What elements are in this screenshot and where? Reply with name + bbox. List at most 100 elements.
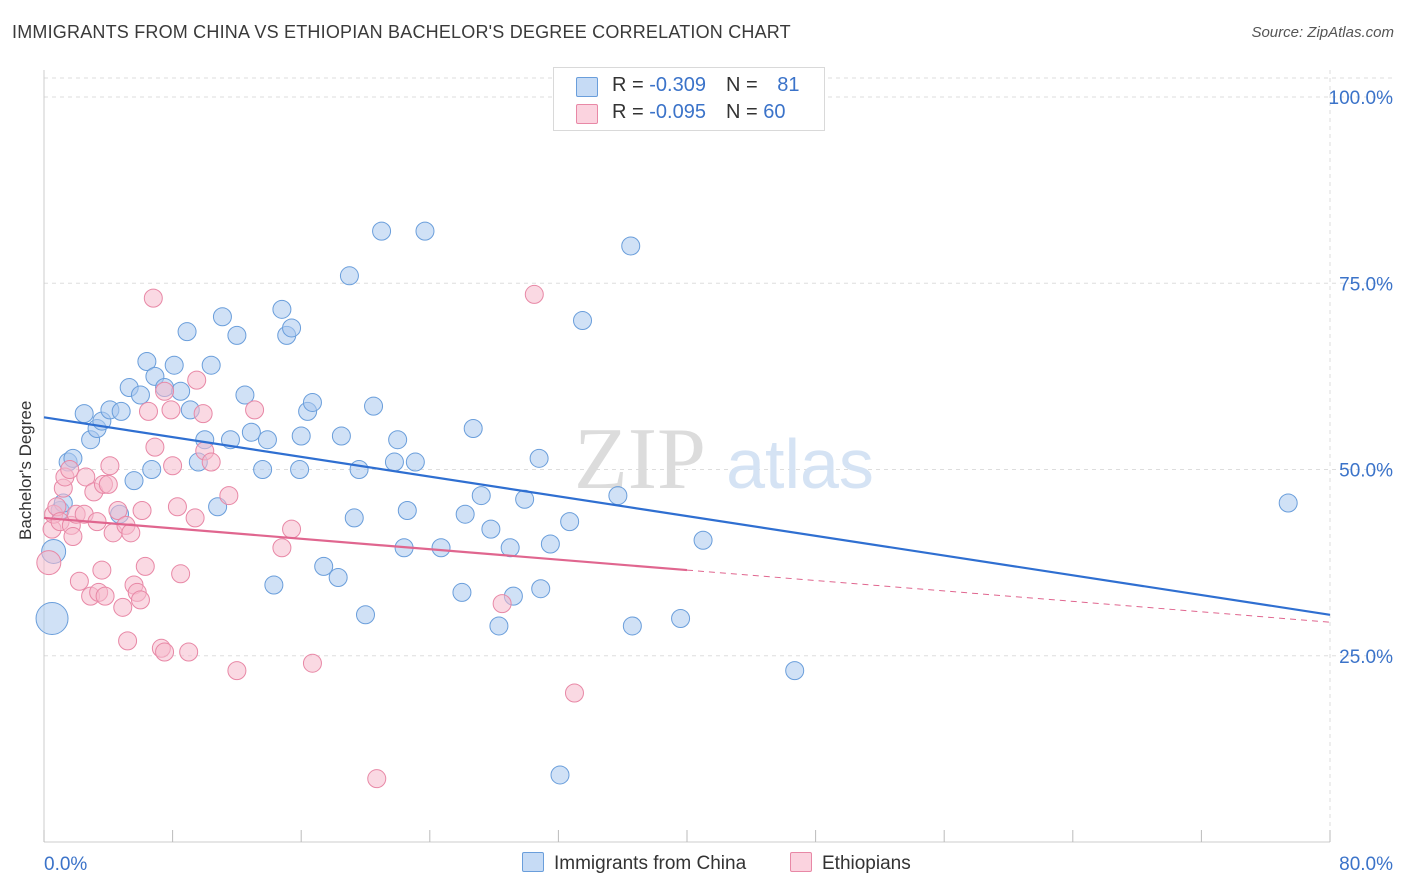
ethiopians-point xyxy=(145,437,165,457)
stats-legend: R = -0.309 N = 81 R = -0.095 N = 60 xyxy=(553,67,825,131)
ethiopians-point xyxy=(108,500,128,520)
china-point xyxy=(384,452,404,472)
china-point xyxy=(124,471,144,491)
china-point xyxy=(111,401,131,421)
china-point xyxy=(415,221,435,241)
ethiopians-swatch xyxy=(576,104,598,124)
china-point xyxy=(397,500,417,520)
china-point xyxy=(364,396,384,416)
ethiopians-point xyxy=(121,523,141,543)
ethiopians-point xyxy=(367,769,387,789)
ethiopians-point xyxy=(138,401,158,421)
china-point xyxy=(212,307,232,327)
watermark: ZIP atlas xyxy=(574,411,874,508)
china-point xyxy=(177,322,197,342)
ethiopians-point xyxy=(113,597,133,617)
ethiopians-point xyxy=(187,370,207,390)
china-point xyxy=(282,318,302,338)
china-point xyxy=(463,419,483,439)
china-point xyxy=(291,426,311,446)
ethiopians-point xyxy=(100,456,120,476)
ethiopians-point xyxy=(69,571,89,591)
ethiopians-point xyxy=(130,590,150,610)
ethiopians-point xyxy=(135,556,155,576)
china-point xyxy=(573,311,593,330)
china-point xyxy=(344,508,364,528)
ethiopians-trend-extension xyxy=(686,569,1331,623)
china-point xyxy=(349,460,369,479)
y-tick-label-100: 100.0% xyxy=(1329,88,1394,109)
trend-lines xyxy=(43,416,1331,623)
china-point xyxy=(35,602,69,635)
china-point xyxy=(608,486,628,506)
ethiopians-point xyxy=(132,500,152,520)
ethiopians-point xyxy=(155,642,175,662)
ethiopians-point xyxy=(95,586,115,606)
china-point xyxy=(130,385,150,405)
china-point xyxy=(431,538,451,558)
china-point xyxy=(621,236,641,256)
chart-title: IMMIGRANTS FROM CHINA VS ETHIOPIAN BACHE… xyxy=(12,22,791,42)
china-point xyxy=(253,460,273,479)
axes xyxy=(43,70,1331,843)
china-point xyxy=(560,512,580,532)
china-point xyxy=(74,404,94,424)
ethiopians-point xyxy=(302,653,322,673)
ethiopians-point xyxy=(219,486,239,506)
china-point xyxy=(405,452,425,472)
ethiopians-point xyxy=(155,381,175,401)
ethiopians-point xyxy=(36,550,62,576)
ethiopians-point xyxy=(179,642,199,662)
china-point xyxy=(550,765,570,785)
china-r-value: -0.309 xyxy=(649,74,706,96)
china-point xyxy=(500,538,520,558)
ethiopians-n-value: 60 xyxy=(763,101,786,123)
watermark-zip: ZIP xyxy=(574,411,706,508)
ethiopians-point xyxy=(185,508,205,528)
y-tick-label-75: 75.0% xyxy=(1339,274,1393,295)
china-point xyxy=(137,351,157,371)
ethiopians-point xyxy=(76,467,96,487)
chart-source: Source: ZipAtlas.com xyxy=(1251,24,1394,41)
ethiopians-point xyxy=(143,288,163,308)
x-tick-label-max: 80.0% xyxy=(1339,854,1393,875)
china-point xyxy=(388,430,408,450)
y-tick-label-50: 50.0% xyxy=(1339,461,1393,482)
china-point xyxy=(142,460,162,479)
china-point xyxy=(171,381,191,401)
y-tick-label-25: 25.0% xyxy=(1339,647,1393,668)
ethiopians-point xyxy=(60,460,80,479)
china-point xyxy=(328,568,348,588)
china-point xyxy=(1278,493,1298,513)
china-point xyxy=(201,355,221,375)
watermark-atlas: atlas xyxy=(726,425,874,503)
china-point xyxy=(481,519,501,539)
china-point xyxy=(356,605,375,625)
ethiopians-point xyxy=(564,683,584,703)
china-point xyxy=(241,422,261,442)
china-point xyxy=(531,579,551,599)
china-point xyxy=(264,575,284,595)
ethiopians-point xyxy=(245,400,265,420)
legend-swatch-china xyxy=(522,852,544,872)
ethiopians-point xyxy=(524,284,544,304)
china-point xyxy=(339,266,359,286)
ethiopians-point xyxy=(167,497,187,517)
ethiopians-point xyxy=(282,519,302,539)
ethiopians-point xyxy=(92,560,112,580)
ethiopians-point xyxy=(98,474,118,494)
ethiopians-point xyxy=(201,452,221,472)
ethiopians-point xyxy=(163,456,183,476)
ethiopians-point xyxy=(118,631,138,651)
tick-labels: 25.0% 50.0% 75.0% 100.0% 0.0% 80.0% xyxy=(44,88,1393,875)
ethiopians-point xyxy=(272,538,292,558)
china-point xyxy=(257,430,277,450)
ethiopians-trend-line xyxy=(43,516,688,572)
china-point xyxy=(489,616,509,636)
china-point xyxy=(372,221,392,241)
china-point xyxy=(314,556,334,576)
ethiopians-point xyxy=(171,564,191,584)
china-point xyxy=(164,355,184,375)
ethiopians-point xyxy=(193,404,213,424)
